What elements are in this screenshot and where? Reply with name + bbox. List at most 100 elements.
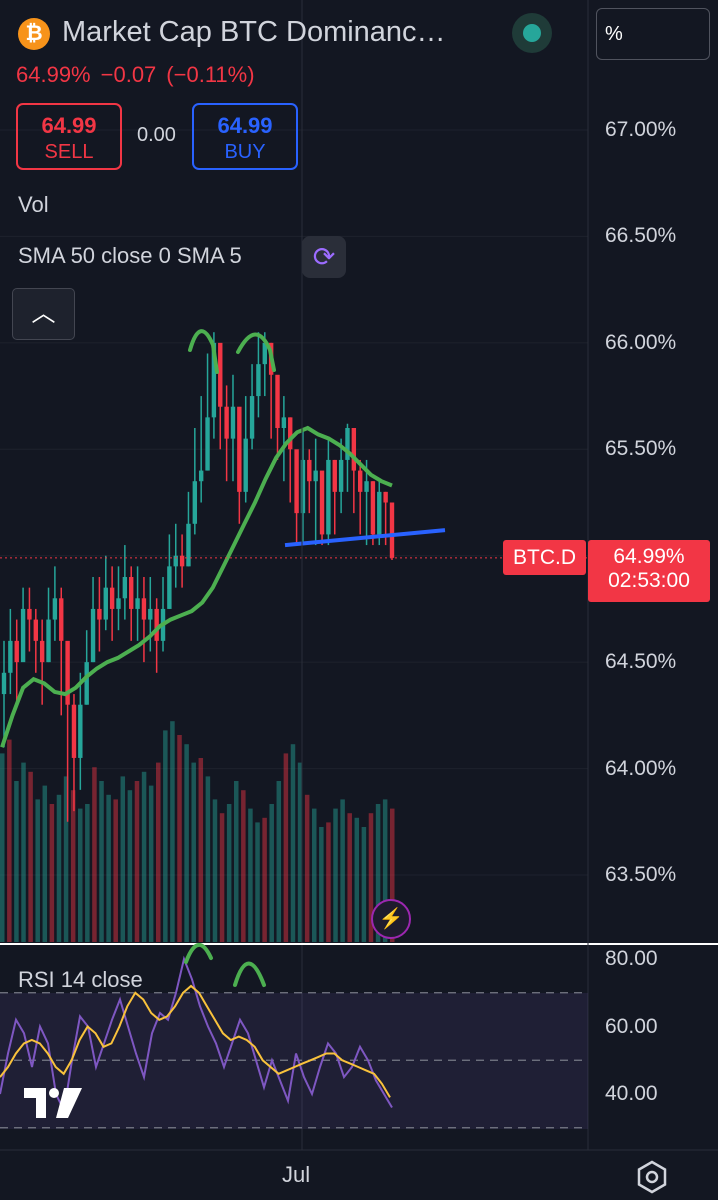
- sma-indicator-label[interactable]: SMA 50 close 0 SMA 5: [18, 243, 242, 268]
- candle-body: [389, 502, 395, 558]
- y-tick-label: 64.00%: [605, 756, 677, 780]
- candle-body: [313, 470, 318, 482]
- price-change: −0.07: [100, 62, 157, 87]
- candle-body: [300, 459, 306, 514]
- candle-body: [84, 662, 89, 705]
- volume-bar: [390, 808, 395, 942]
- candle-body: [90, 608, 96, 663]
- volume-bar: [347, 813, 352, 942]
- volume-bar: [127, 790, 133, 942]
- volume-bar: [85, 804, 90, 942]
- candle-body: [218, 342, 223, 407]
- volume-bars: [0, 721, 395, 942]
- support-trendline: [284, 528, 446, 548]
- volume-bar: [326, 822, 331, 942]
- annotation-arc: [188, 329, 219, 374]
- volume-bar: [312, 808, 317, 942]
- candle-body: [370, 481, 376, 535]
- rsi-tick-label: 80.00: [605, 947, 658, 970]
- volume-bar: [234, 781, 239, 942]
- lightning-icon[interactable]: ⚡: [371, 899, 411, 939]
- volume-bar: [382, 799, 388, 942]
- candle-body: [14, 640, 19, 663]
- volume-bar: [219, 813, 225, 942]
- percent-scale-button[interactable]: %: [596, 8, 710, 60]
- candle-body: [33, 619, 39, 641]
- candle-body: [20, 608, 26, 663]
- volume-bar: [78, 808, 83, 942]
- candle-body: [319, 470, 325, 535]
- volume-bar: [269, 804, 274, 942]
- candle-body: [237, 406, 242, 492]
- candle-body: [141, 598, 147, 620]
- volume-bar: [70, 790, 76, 942]
- candle-body: [27, 608, 32, 620]
- candle-body: [71, 704, 77, 758]
- rsi-double-top-annotations: [184, 943, 266, 987]
- candle-body: [205, 417, 210, 471]
- sell-label: SELL: [44, 141, 94, 163]
- candle-body: [109, 587, 115, 609]
- candle-body: [377, 491, 382, 535]
- price-gridlines: [0, 129, 588, 876]
- buy-button[interactable]: 64.99 BUY: [192, 103, 298, 170]
- candle-body: [116, 598, 121, 609]
- y-tick-label: 64.50%: [605, 650, 677, 674]
- price-change-line: 64.99% −0.07 (−0.11%): [16, 62, 265, 88]
- candle-body: [307, 459, 312, 482]
- chevron-up-icon[interactable]: ︿: [12, 288, 75, 340]
- volume-indicator-label[interactable]: Vol: [18, 192, 49, 217]
- volume-bar: [375, 804, 381, 942]
- candle-body: [167, 566, 172, 609]
- volume-bar: [113, 799, 118, 942]
- rsi-tick-label: 40.00: [605, 1082, 658, 1105]
- volume-bar: [49, 804, 55, 942]
- candle-body: [364, 481, 369, 492]
- annotation-arc: [236, 332, 276, 372]
- candle-body: [249, 396, 255, 439]
- candle-body: [262, 342, 267, 365]
- candle-body: [186, 523, 191, 567]
- symbol-price-tag: BTC.D: [503, 540, 586, 575]
- volume-bar: [177, 735, 182, 942]
- volume-bar: [297, 762, 303, 942]
- candle-body: [211, 342, 217, 418]
- volume-bar: [354, 817, 360, 942]
- candle-body: [383, 491, 388, 503]
- rsi-ma-line: [0, 984, 391, 1098]
- volume-bar: [141, 771, 147, 942]
- sma-line: [0, 425, 393, 748]
- candle-body: [173, 555, 178, 567]
- volume-bar: [205, 776, 211, 942]
- volume-bar: [106, 794, 111, 942]
- last-price-value: 64.99%: [613, 545, 685, 568]
- settings-hexagon-icon[interactable]: [635, 1160, 669, 1194]
- refresh-icon[interactable]: ⟳: [302, 236, 346, 278]
- candle-body: [243, 438, 248, 492]
- spread-value: 0.00: [137, 124, 176, 146]
- candle-body: [1, 672, 7, 695]
- volume-bar: [241, 790, 246, 942]
- volume-bar: [14, 781, 19, 942]
- candlesticks: [1, 332, 395, 822]
- candle-body: [148, 608, 153, 620]
- candle-body: [224, 406, 229, 439]
- tradingview-logo-icon: [24, 1088, 82, 1118]
- rsi-indicator-label[interactable]: RSI 14 close: [18, 967, 143, 992]
- sell-button[interactable]: 64.99 SELL: [16, 103, 122, 170]
- candle-body: [357, 470, 363, 492]
- candle-body: [351, 428, 357, 471]
- double-top-annotations: [188, 329, 276, 374]
- market-status-inner-dot: [523, 24, 541, 42]
- volume-bar: [21, 762, 26, 942]
- volume-bar: [170, 721, 175, 942]
- symbol-title[interactable]: Market Cap BTC Dominanc…: [62, 16, 446, 48]
- candle-body: [192, 481, 198, 524]
- volume-bar: [63, 776, 69, 942]
- volume-bar: [255, 822, 260, 942]
- volume-bar: [333, 808, 338, 942]
- volume-bar: [92, 767, 97, 942]
- volume-bar: [120, 776, 126, 942]
- candle-body: [78, 704, 83, 758]
